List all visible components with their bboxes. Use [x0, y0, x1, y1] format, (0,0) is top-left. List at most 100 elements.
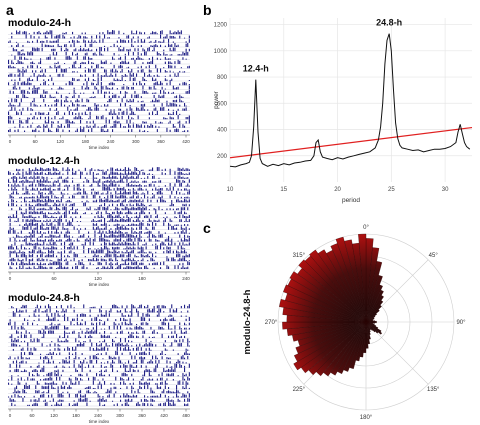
actogram-bar [171, 54, 173, 56]
actogram-bar [105, 85, 107, 90]
actogram-bar [73, 71, 75, 73]
actogram-bar [48, 249, 50, 254]
actogram-bar [123, 228, 125, 230]
actogram-bar [176, 340, 178, 343]
actogram-bar [40, 200, 42, 203]
actogram-bar [145, 381, 147, 385]
actogram-bar [120, 218, 122, 222]
actogram-bar [84, 62, 86, 64]
actogram-bar [126, 75, 128, 77]
actogram-bar [76, 128, 78, 132]
actogram-bar [68, 237, 70, 242]
actogram-bar [177, 212, 179, 215]
actogram-bar [123, 348, 125, 351]
actogram-bar [168, 250, 170, 254]
actogram-bar [140, 378, 142, 381]
actogram-bar [78, 260, 80, 262]
actogram-bar [124, 319, 126, 321]
actogram-bar [19, 51, 21, 56]
actogram-bar [180, 342, 182, 347]
actogram-bar [28, 232, 30, 234]
actogram-bar [134, 207, 136, 211]
actogram-bar [134, 33, 136, 35]
actogram-bar [174, 339, 176, 343]
actogram-bar [102, 397, 104, 402]
actogram-bar [156, 220, 158, 222]
actogram-bar [112, 68, 114, 73]
actogram-bar [148, 318, 150, 321]
actogram-bar [152, 399, 154, 402]
actogram-bar [57, 319, 59, 321]
actogram-bar [56, 108, 58, 111]
actogram-bar [136, 203, 138, 207]
actogram-bar [136, 176, 138, 179]
actogram-bar [184, 221, 186, 222]
actogram-bar [84, 366, 86, 368]
actogram-bar [28, 220, 30, 222]
actogram-bar [137, 332, 139, 334]
actogram-bar [57, 325, 59, 330]
actogram-bar [172, 317, 174, 321]
actogram-bar [17, 112, 19, 115]
actogram-bar [75, 100, 77, 103]
actogram-bar [124, 226, 126, 230]
actogram-bar [158, 312, 160, 317]
actogram-bar [110, 62, 112, 64]
actogram-bar [171, 202, 173, 207]
actogram-bar [169, 30, 171, 35]
actogram-bar [24, 334, 26, 338]
actogram-bar [150, 231, 152, 234]
actogram-bar [110, 332, 112, 334]
actogram-bar [83, 341, 85, 343]
actogram-bar [116, 243, 118, 246]
actogram-bar [137, 326, 139, 330]
actogram-bar [121, 39, 123, 43]
actogram-bar [169, 79, 171, 81]
actogram-bar [99, 39, 101, 43]
actogram-bar [116, 215, 118, 218]
actogram-bar [140, 304, 142, 309]
actogram-bar [46, 57, 48, 60]
actogram-bar [46, 222, 48, 226]
actogram-bar [145, 255, 147, 258]
actogram-bar [28, 351, 30, 355]
actogram-bar [22, 371, 24, 372]
actogram-bar [104, 75, 106, 77]
actogram-bar [182, 96, 184, 98]
actogram-bar [139, 125, 141, 128]
actogram-bar [123, 248, 125, 250]
actogram-bar [35, 307, 37, 309]
actogram-bar [155, 78, 157, 81]
actogram-bar [12, 340, 14, 343]
actogram-bar [153, 92, 155, 94]
actogram-bar [70, 259, 72, 262]
actogram-bar [177, 59, 179, 64]
actogram-bar [94, 230, 96, 234]
actogram-bar [54, 54, 56, 56]
actogram-bar [51, 325, 53, 330]
actogram-bar [54, 195, 56, 199]
actogram-bar [156, 310, 158, 313]
actogram-bar [142, 219, 144, 222]
actogram-bar [148, 69, 150, 73]
actogram-bar [44, 355, 46, 360]
actogram-bar [184, 224, 186, 226]
actogram-bar [105, 171, 107, 175]
actogram-bar [43, 220, 45, 222]
actogram-bar [91, 96, 93, 98]
actogram-bar [104, 374, 106, 377]
actogram-bar [38, 111, 40, 115]
actogram-bar [172, 225, 174, 230]
actogram-bar [75, 60, 77, 64]
actogram-bar [185, 315, 187, 317]
actogram-bar [158, 177, 160, 179]
polar-side-label: modulo-24.8-h [242, 289, 253, 354]
actogram-bar [57, 323, 59, 326]
actogram-bar [155, 187, 157, 191]
actogram-bar [112, 266, 114, 269]
actogram-bar [33, 175, 35, 179]
actogram-bar [177, 128, 179, 132]
actogram-bar [118, 234, 120, 238]
actogram-bar [11, 334, 13, 338]
actogram-bar [49, 212, 51, 215]
